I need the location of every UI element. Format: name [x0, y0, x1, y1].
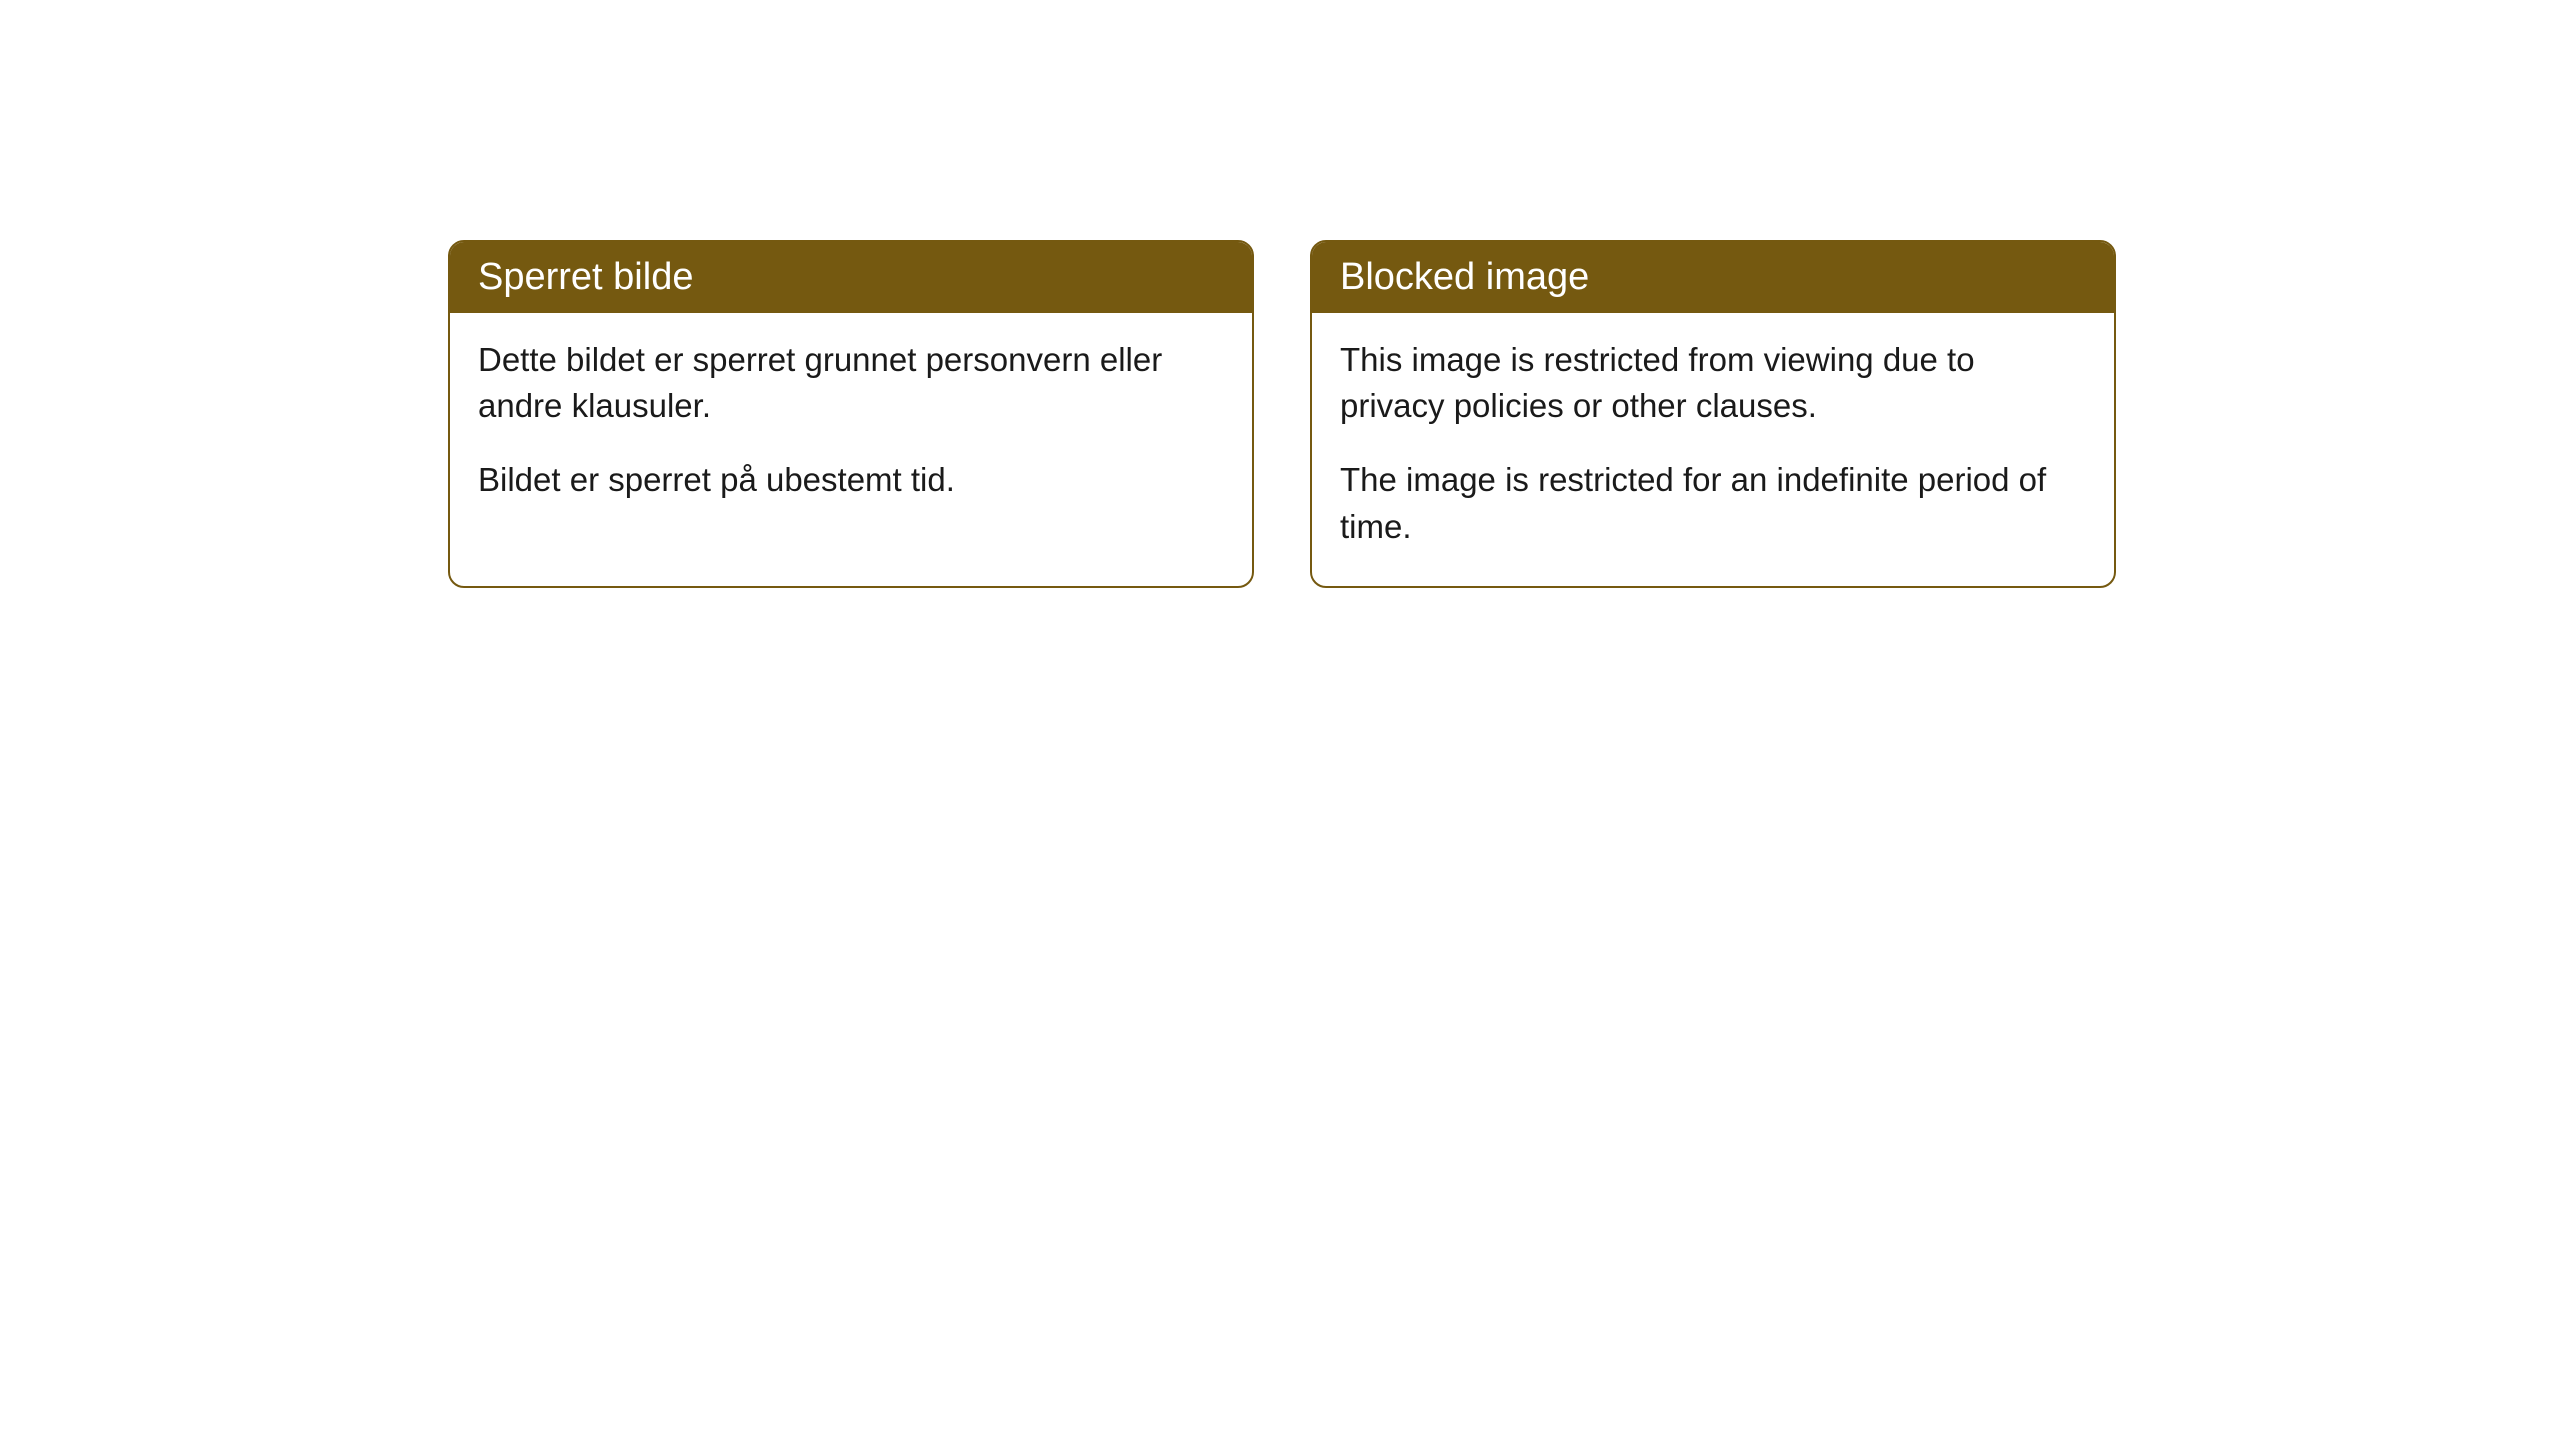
card-paragraph-2: Bildet er sperret på ubestemt tid.	[478, 457, 1224, 503]
card-paragraph-1: This image is restricted from viewing du…	[1340, 337, 2086, 429]
card-title: Sperret bilde	[478, 256, 693, 298]
card-header-norwegian: Sperret bilde	[450, 242, 1252, 313]
card-body-english: This image is restricted from viewing du…	[1312, 313, 2114, 586]
blocked-image-card-norwegian: Sperret bilde Dette bildet er sperret gr…	[448, 240, 1254, 588]
card-paragraph-2: The image is restricted for an indefinit…	[1340, 457, 2086, 549]
card-paragraph-1: Dette bildet er sperret grunnet personve…	[478, 337, 1224, 429]
card-header-english: Blocked image	[1312, 242, 2114, 313]
card-title: Blocked image	[1340, 256, 1589, 298]
cards-container: Sperret bilde Dette bildet er sperret gr…	[0, 0, 2560, 588]
card-body-norwegian: Dette bildet er sperret grunnet personve…	[450, 313, 1252, 540]
blocked-image-card-english: Blocked image This image is restricted f…	[1310, 240, 2116, 588]
